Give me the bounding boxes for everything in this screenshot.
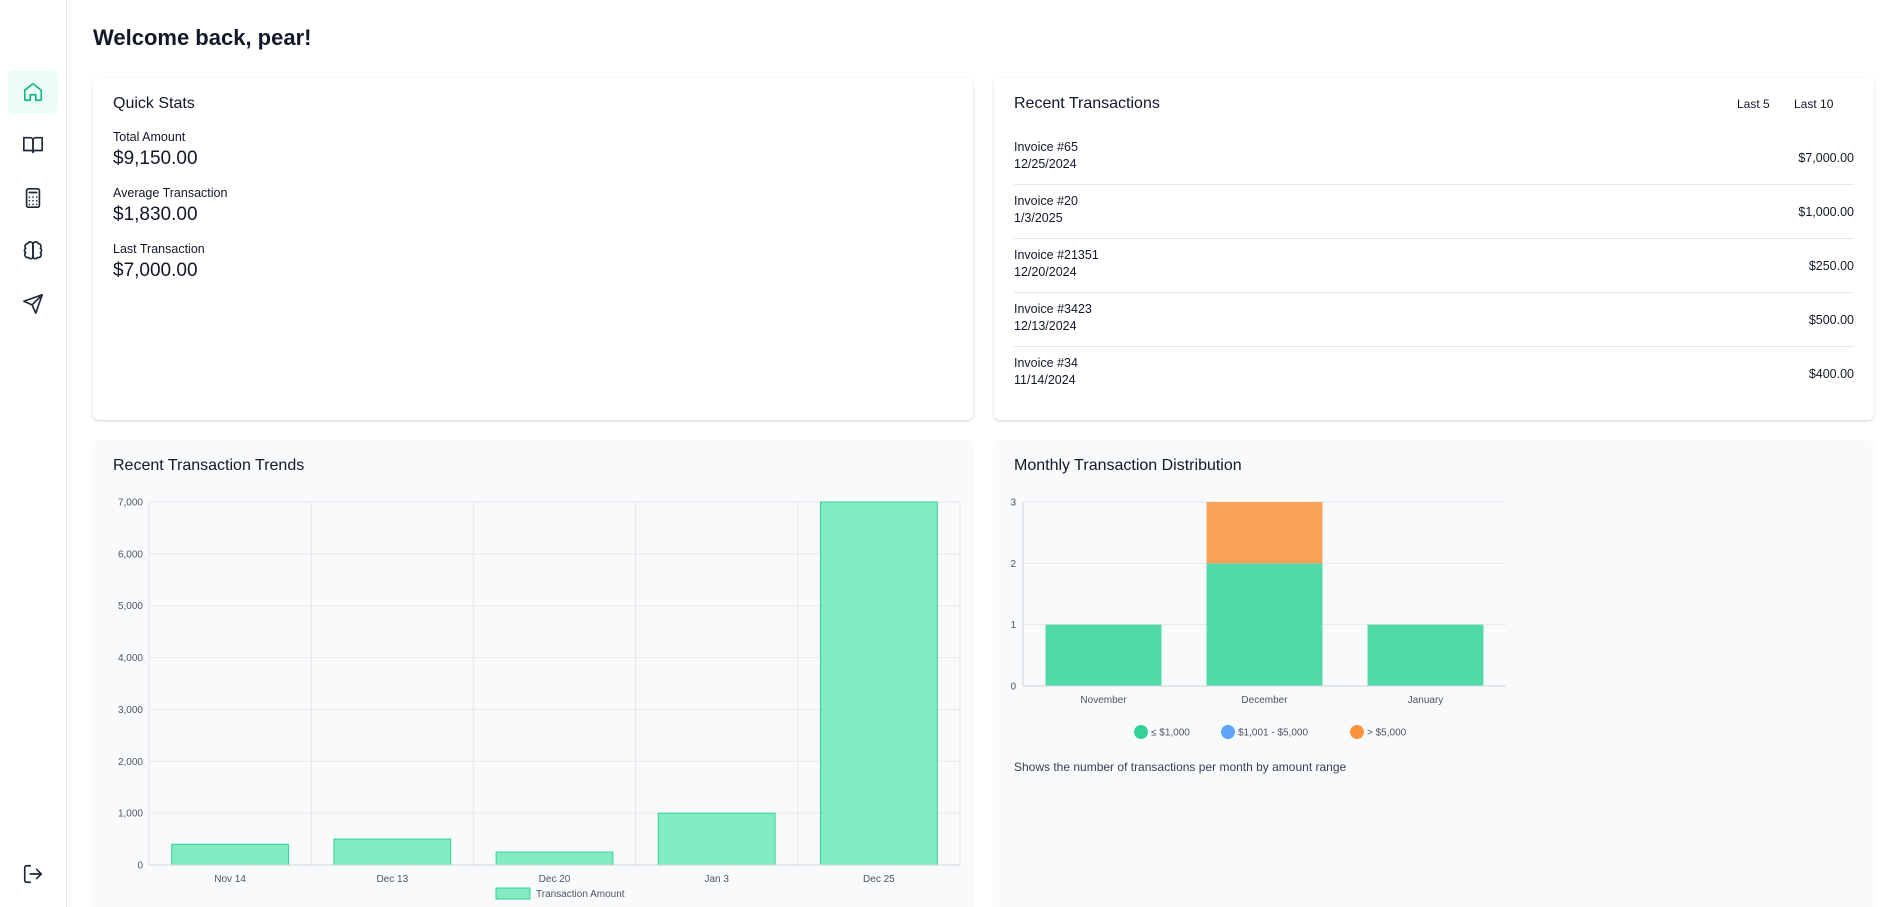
- transaction-date: 12/13/2024: [1014, 319, 1077, 333]
- y-tick-label: 2,000: [118, 757, 143, 768]
- y-tick-label: 4,000: [118, 653, 143, 664]
- y-tick-label: 0: [137, 861, 143, 872]
- bar: [495, 851, 614, 866]
- stat-label-total: Total Amount: [113, 130, 186, 144]
- bar: [820, 501, 938, 866]
- legend-swatch: [1350, 725, 1364, 739]
- sidebar: [0, 0, 67, 907]
- legend-swatch: [1134, 725, 1148, 739]
- bar-segment: [1206, 563, 1323, 686]
- transaction-amount: $250.00: [1808, 259, 1854, 273]
- bar-segment: [1206, 502, 1323, 564]
- transaction-row[interactable]: Invoice #3423 12/13/2024 $500.00: [1014, 293, 1854, 347]
- x-tick-label: Dec 25: [863, 874, 895, 885]
- transaction-row[interactable]: Invoice #34 11/14/2024 $400.00: [1014, 347, 1854, 401]
- transaction-row[interactable]: Invoice #65 12/25/2024 $7,000.00: [1014, 131, 1854, 185]
- x-tick-label: November: [1080, 695, 1127, 706]
- nav-brain-button[interactable]: [8, 229, 58, 273]
- y-tick-label: 3,000: [118, 705, 143, 716]
- legend-label: ≤ $1,000: [1151, 728, 1190, 739]
- y-tick-label: 6,000: [118, 549, 143, 560]
- y-tick-label: 5,000: [118, 601, 143, 612]
- x-tick-label: December: [1241, 695, 1288, 706]
- distribution-card: Monthly Transaction Distribution 0 1 2 3 Nov…: [994, 440, 1874, 907]
- transaction-invoice: Invoice #21351: [1014, 248, 1099, 262]
- logout-icon: [23, 864, 43, 884]
- transaction-invoice: Invoice #65: [1014, 140, 1078, 154]
- recent-transactions-title: Recent Transactions: [1014, 95, 1160, 112]
- legend-label: $1,001 - $5,000: [1238, 728, 1308, 739]
- trends-chart-title: Recent Transaction Trends: [113, 457, 305, 474]
- legend-label: > $5,000: [1367, 728, 1407, 739]
- stat-label-last: Last Transaction: [113, 242, 205, 256]
- distribution-note: Shows the number of transactions per mon…: [1014, 760, 1347, 774]
- main-content: Welcome back, pear! Quick Stats Total Am…: [67, 0, 1896, 907]
- bar: [333, 838, 452, 866]
- filter-last-5-button[interactable]: Last 5: [1737, 97, 1770, 111]
- send-icon: [23, 294, 43, 314]
- transaction-date: 12/20/2024: [1014, 265, 1077, 279]
- page-title: Welcome back, pear!: [93, 25, 312, 50]
- transaction-row[interactable]: Invoice #20 1/3/2025 $1,000.00: [1014, 185, 1854, 239]
- x-tick-label: Dec 13: [376, 874, 408, 885]
- transaction-row[interactable]: Invoice #21351 12/20/2024 $250.00: [1014, 239, 1854, 293]
- quick-stats-title: Quick Stats: [113, 95, 195, 112]
- transaction-invoice: Invoice #34: [1014, 356, 1078, 370]
- home-icon: [23, 82, 43, 102]
- distribution-chart: 0 1 2 3 November December January ≤ $1,000 $1,00…: [1010, 498, 1506, 739]
- y-tick-label: 2: [1010, 559, 1016, 570]
- bar-segment: [1367, 624, 1484, 686]
- y-tick-label: 7,000: [118, 498, 143, 509]
- y-tick-label: 0: [1010, 682, 1016, 693]
- logout-button[interactable]: [8, 852, 58, 896]
- transaction-amount: $400.00: [1808, 367, 1854, 381]
- transaction-invoice: Invoice #3423: [1014, 302, 1092, 316]
- stat-label-average: Average Transaction: [113, 186, 228, 200]
- quick-stats-card: Quick Stats Total Amount $9,150.00 Avera…: [93, 78, 973, 420]
- nav-home-button[interactable]: [8, 70, 58, 114]
- x-tick-label: January: [1408, 695, 1444, 706]
- book-icon: [23, 136, 43, 154]
- stat-value-average: $1,830.00: [113, 204, 198, 225]
- transaction-amount: $7,000.00: [1798, 151, 1854, 165]
- stat-value-total: $9,150.00: [113, 148, 198, 169]
- y-tick-label: 1: [1010, 620, 1016, 631]
- brain-icon: [23, 241, 43, 260]
- recent-transactions-card: Recent Transactions Last 5 Last 10 Invoi…: [994, 78, 1874, 420]
- legend-swatch: [495, 887, 531, 900]
- trends-chart: 0 1,000 2,000 3,000 4,000 5,000 6,000 7,000 Nov …: [118, 498, 961, 900]
- nav-book-button[interactable]: [8, 123, 58, 167]
- transaction-trends-card: Recent Transaction Trends 0 1,000 2,000 3,0…: [93, 440, 973, 907]
- filter-last-10-button[interactable]: Last 10: [1794, 97, 1834, 111]
- transaction-amount: $500.00: [1808, 313, 1854, 327]
- x-tick-label: Dec 20: [539, 874, 571, 885]
- x-tick-label: Jan 3: [704, 874, 729, 885]
- x-tick-label: Nov 14: [214, 874, 246, 885]
- transaction-invoice: Invoice #20: [1014, 194, 1078, 208]
- transaction-date: 12/25/2024: [1014, 157, 1077, 171]
- transaction-amount: $1,000.00: [1798, 205, 1854, 219]
- bar-segment: [1045, 624, 1162, 686]
- y-tick-label: 3: [1010, 498, 1016, 509]
- transaction-date: 1/3/2025: [1014, 211, 1063, 225]
- legend-label: Transaction Amount: [536, 889, 625, 900]
- nav-calculator-button[interactable]: [8, 176, 58, 220]
- nav-send-button[interactable]: [8, 282, 58, 326]
- bar: [171, 843, 289, 866]
- transaction-date: 11/14/2024: [1014, 373, 1076, 387]
- stat-value-last: $7,000.00: [113, 260, 198, 281]
- bar: [657, 812, 776, 866]
- legend-swatch: [1221, 725, 1235, 739]
- calculator-icon: [25, 188, 41, 208]
- y-tick-label: 1,000: [118, 809, 143, 820]
- distribution-chart-title: Monthly Transaction Distribution: [1014, 457, 1242, 474]
